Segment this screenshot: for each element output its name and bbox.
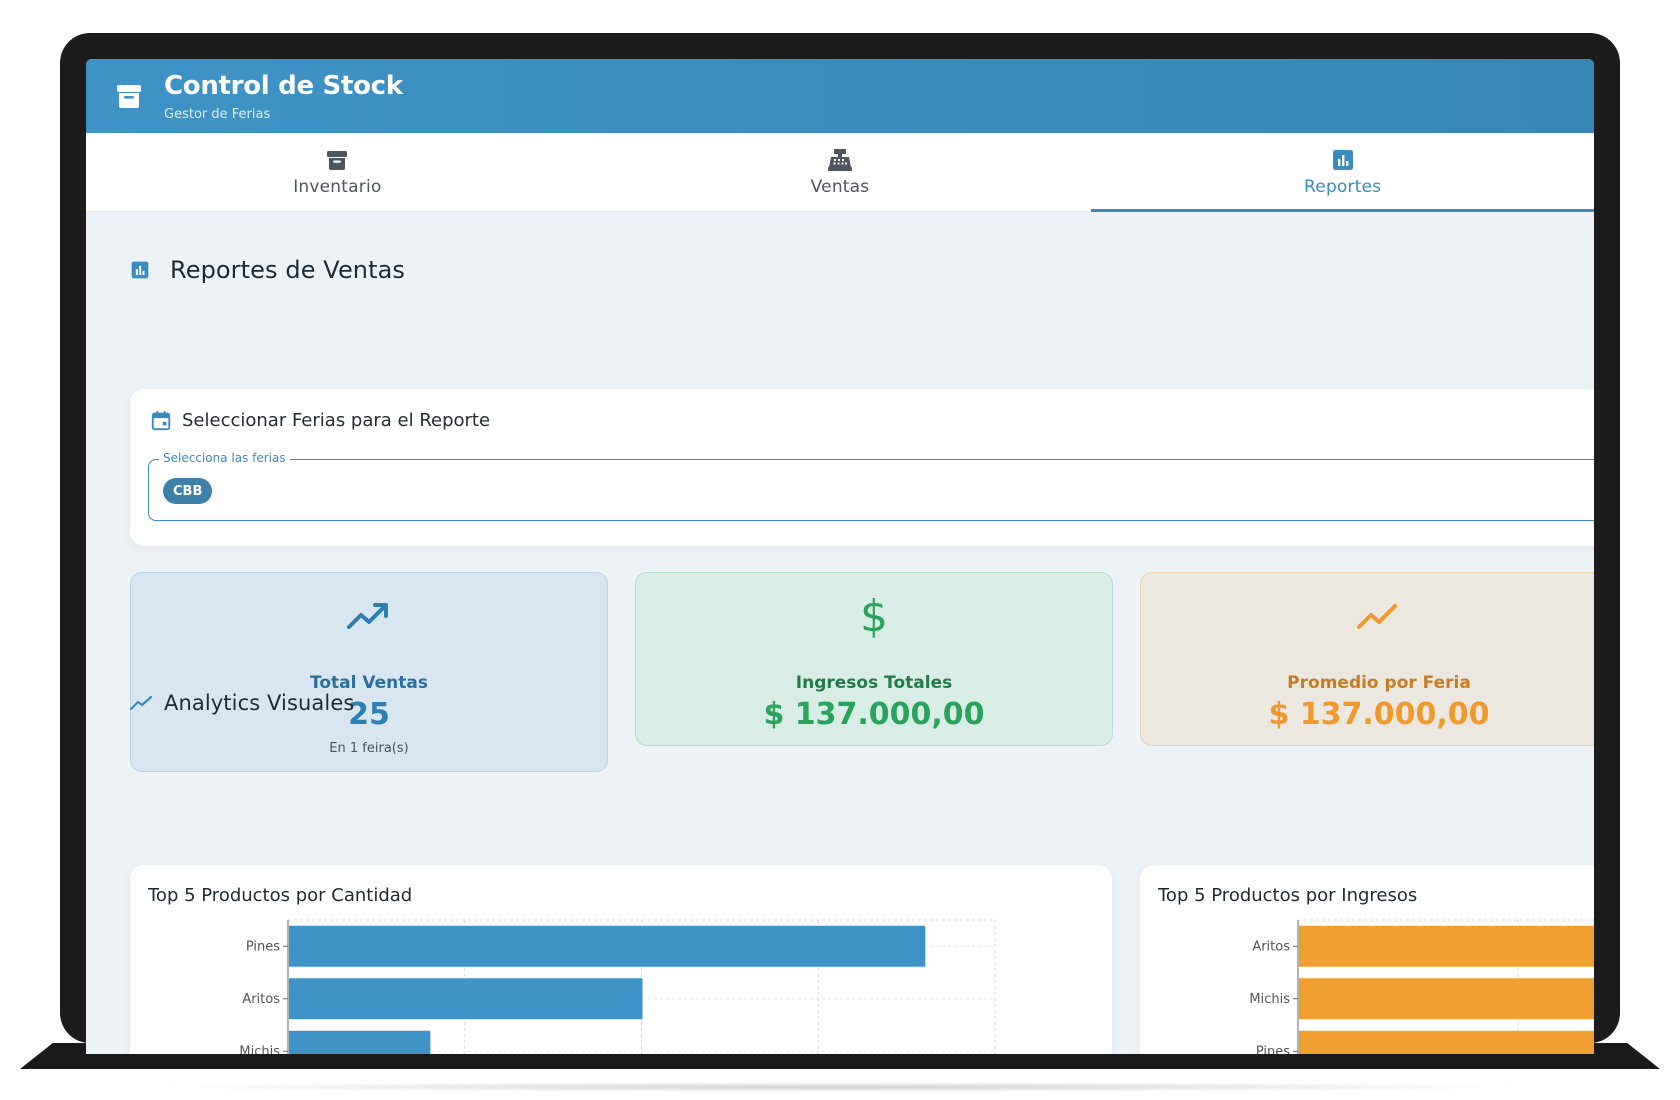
calendar-icon — [150, 409, 172, 431]
tab-inventario[interactable]: Inventario — [86, 133, 589, 211]
laptop-shadow — [130, 1082, 1550, 1092]
bar — [289, 978, 643, 1020]
bar — [1299, 978, 1594, 1020]
feria-multiselect[interactable]: Selecciona las ferias CBB — [148, 451, 1594, 521]
tick-label: Pines — [246, 939, 280, 954]
archive-icon — [114, 81, 144, 111]
selector-title: Seleccionar Ferias para el Reporte — [182, 409, 491, 431]
trending-up-icon — [131, 601, 607, 631]
chart-cantidad: PinesAritosMichisPulseritas — [239, 919, 996, 1054]
total-ventas-card: Total Ventas 25 En 1 feira(s) — [130, 572, 608, 772]
analytics-title: Analytics Visuales — [164, 691, 355, 715]
main-tabs: Inventario Ventas — [86, 133, 1594, 212]
total-ventas-note: En 1 feira(s) — [329, 741, 409, 756]
app-subtitle: Gestor de Ferias — [164, 106, 271, 122]
selected-feria-chip[interactable]: CBB — [163, 478, 213, 504]
dollar-icon: $ — [860, 591, 888, 642]
app-header: Control de Stock Gestor de Ferias — [86, 59, 1594, 133]
feria-field-label: Selecciona las ferias — [159, 451, 290, 465]
trending-up-icon — [130, 695, 152, 711]
tab-label: Inventario — [293, 177, 382, 197]
tab-label: Ventas — [810, 177, 870, 197]
promedio-feria-value: $ 137.000,00 — [1268, 697, 1490, 732]
tick-label: Pines — [1256, 1044, 1290, 1054]
trending-up-icon — [1141, 601, 1594, 631]
ingresos-totales-card: $ Ingresos Totales $ 137.000,00 — [635, 572, 1113, 746]
chart-cantidad-card: Top 5 Productos por Cantidad Pines Aritos… — [130, 865, 1112, 1054]
bar — [289, 1030, 431, 1054]
bar — [1299, 925, 1594, 967]
tick-label: Michis — [1249, 992, 1290, 1007]
chart-title: Top 5 Productos por Ingresos — [1158, 885, 1418, 906]
promedio-feria-label: Promedio por Feria — [1287, 673, 1471, 693]
cash-register-icon — [827, 147, 853, 173]
selector-header: Seleccionar Ferias para el Reporte — [150, 409, 490, 431]
bar — [1299, 1030, 1594, 1054]
app-screen: Control de Stock Gestor de Ferias Invent… — [86, 59, 1594, 1054]
ingresos-totales-label: Ingresos Totales — [795, 673, 953, 693]
chart-ingresos: AritosMichisPinesPulseritas — [1249, 919, 1594, 1054]
total-ventas-value: 25 — [348, 697, 390, 732]
bar-chart-icon — [1330, 147, 1356, 173]
tab-label: Reportes — [1304, 177, 1382, 197]
tick-label: Michis — [239, 1044, 280, 1054]
page-title: Reportes de Ventas — [130, 256, 405, 284]
bar — [289, 925, 926, 967]
analytics-heading: Analytics Visuales — [130, 691, 354, 715]
app-title: Control de Stock — [164, 70, 403, 101]
page-title-text: Reportes de Ventas — [170, 256, 406, 284]
tab-reportes[interactable]: Reportes — [1091, 133, 1594, 212]
ingresos-totales-value: $ 137.000,00 — [763, 697, 985, 732]
tick-label: Aritos — [1252, 939, 1290, 954]
chart-title: Top 5 Productos por Cantidad — [148, 885, 413, 906]
total-ventas-label: Total Ventas — [310, 673, 428, 693]
promedio-feria-card: Promedio por Feria $ 137.000,00 — [1140, 572, 1594, 746]
feria-selector-card: Seleccionar Ferias para el Reporte Selec… — [130, 389, 1594, 546]
archive-icon — [324, 147, 350, 173]
bar-chart-icon — [130, 260, 150, 280]
tick-label: Aritos — [242, 992, 280, 1007]
chart-ingresos-card: Top 5 Productos por Ingresos Aritos Michi… — [1140, 865, 1594, 1054]
tab-ventas[interactable]: Ventas — [589, 133, 1092, 211]
